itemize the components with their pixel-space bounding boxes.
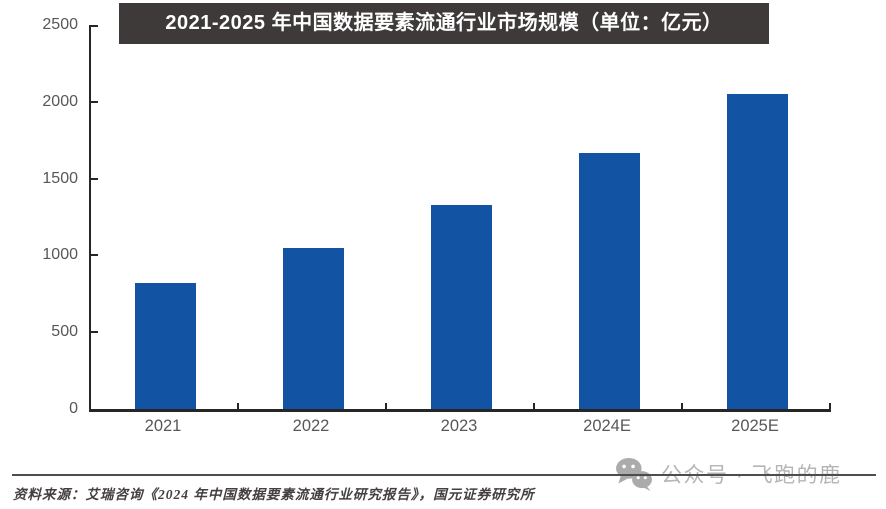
y-axis-labels: 0 500 1000 1500 2000 2500 [0, 16, 78, 417]
x-axis-labels: 2021 2022 2023 2024E 2025E [89, 417, 829, 441]
x-axis-tick [681, 403, 683, 409]
bar-2025E [726, 94, 788, 409]
y-axis-tick-label: 0 [69, 400, 78, 417]
y-axis-tick-label: 2000 [42, 92, 78, 110]
x-axis-tick [385, 403, 387, 409]
x-axis-category-label: 2025E [731, 417, 779, 435]
watermark: 公众号 · 飞跑的鹿 [615, 457, 842, 491]
chart-title-banner: 2021-2025 年中国数据要素流通行业市场规模（单位：亿元） [119, 3, 769, 44]
y-axis-tick [91, 177, 98, 180]
y-axis-tick [91, 100, 98, 103]
y-axis-tick-label: 1000 [42, 246, 78, 264]
x-axis-category-label: 2021 [144, 417, 182, 435]
y-axis-tick [91, 331, 98, 334]
bar-2021 [134, 283, 196, 409]
bar-2024E [578, 152, 640, 409]
x-axis-tick [533, 403, 535, 409]
y-axis-tick [91, 25, 98, 27]
bar-2023 [430, 204, 492, 409]
y-axis-tick-label: 500 [51, 323, 78, 341]
x-axis-tick [237, 403, 239, 409]
source-note: 资料来源：艾瑞咨询《2024 年中国数据要素流通行业研究报告》，国元证券研究所 [13, 487, 535, 502]
x-axis-category-label: 2022 [292, 417, 330, 435]
y-axis-tick-label: 2500 [42, 16, 78, 33]
x-axis-category-label: 2023 [440, 417, 478, 435]
bar-2022 [282, 247, 344, 409]
footer-divider [12, 474, 876, 476]
y-axis-tick [91, 254, 98, 257]
x-axis-tick [829, 403, 831, 409]
y-axis-tick-label: 1500 [42, 169, 78, 187]
x-axis-category-label: 2024E [583, 417, 631, 435]
plot-area [89, 25, 831, 412]
